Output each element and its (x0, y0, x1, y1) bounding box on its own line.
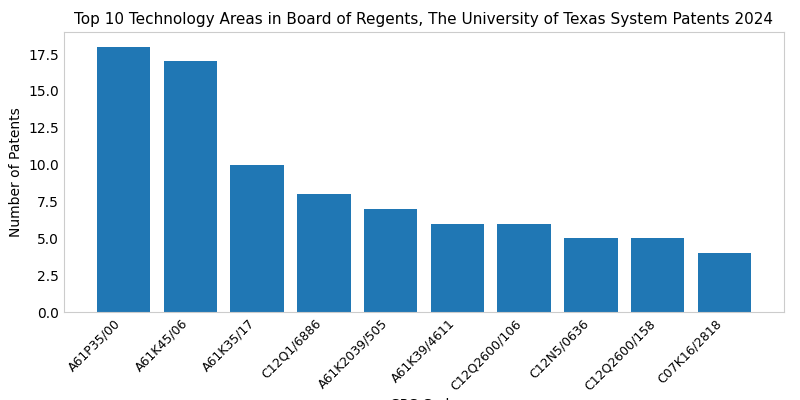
Y-axis label: Number of Patents: Number of Patents (9, 107, 23, 237)
Bar (698, 253, 751, 312)
Bar (498, 224, 551, 312)
Bar (364, 209, 418, 312)
Bar (564, 238, 618, 312)
X-axis label: CPC Code: CPC Code (390, 398, 458, 400)
Bar (631, 238, 685, 312)
Bar (163, 62, 217, 312)
Bar (97, 47, 150, 312)
Bar (430, 224, 484, 312)
Bar (297, 194, 350, 312)
Title: Top 10 Technology Areas in Board of Regents, The University of Texas System Pate: Top 10 Technology Areas in Board of Rege… (74, 12, 774, 27)
Bar (230, 165, 284, 312)
